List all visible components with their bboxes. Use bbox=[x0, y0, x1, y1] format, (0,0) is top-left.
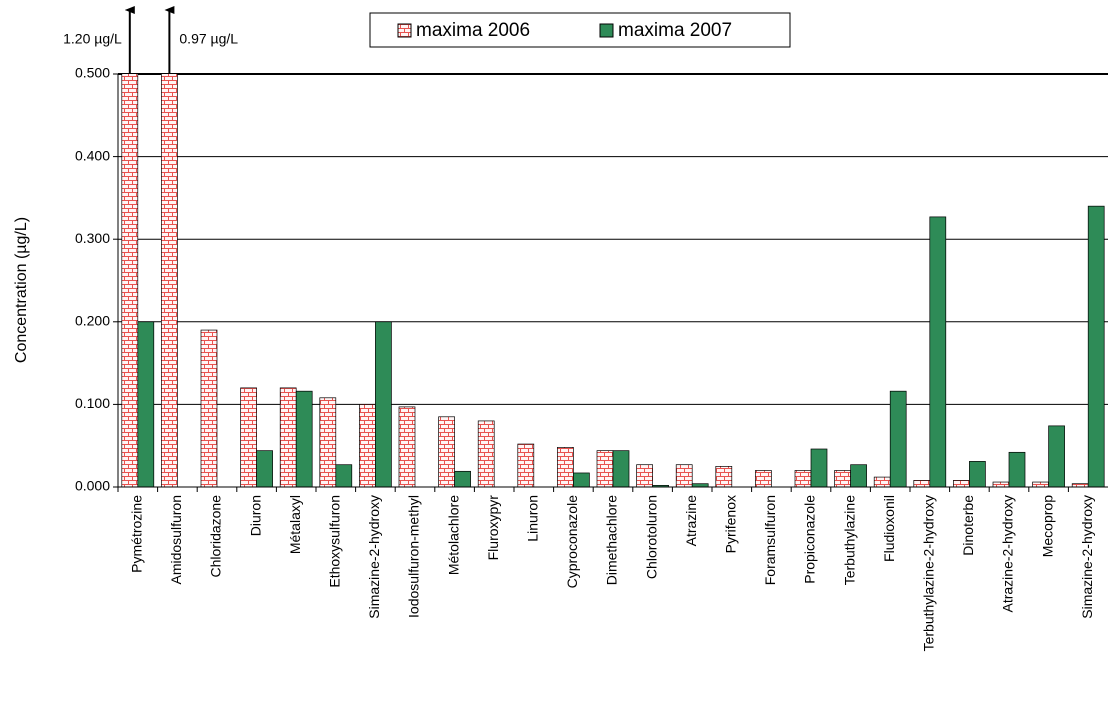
bar bbox=[929, 216, 947, 487]
bar bbox=[477, 420, 495, 487]
bar bbox=[295, 390, 313, 487]
x-tick-label: Diuron bbox=[247, 495, 263, 536]
x-tick-label: Dinoterbe bbox=[960, 495, 976, 556]
x-tick-label: Atrazine bbox=[683, 495, 699, 547]
legend-swatch bbox=[397, 23, 412, 38]
x-tick-label: Fluroxypyr bbox=[485, 495, 501, 561]
bar bbox=[557, 447, 574, 487]
bar bbox=[438, 416, 455, 487]
bar bbox=[889, 390, 907, 487]
x-tick-label: Mecoprop bbox=[1039, 495, 1055, 557]
bar bbox=[256, 450, 273, 487]
x-tick-label: Simazine-2-hydroxy bbox=[366, 495, 382, 619]
bar bbox=[240, 387, 257, 487]
bars bbox=[121, 74, 1105, 487]
bar bbox=[636, 464, 653, 487]
legend-label: maxima 2006 bbox=[416, 20, 530, 41]
value-label: 0.97 µg/L bbox=[179, 31, 238, 47]
x-tick-label: Cyproconazole bbox=[564, 495, 580, 589]
y-tick-label: 0.300 bbox=[75, 230, 110, 246]
bar bbox=[675, 464, 693, 487]
x-tick-label: Chlorotoluron bbox=[643, 495, 659, 579]
bar bbox=[137, 321, 155, 487]
bar bbox=[200, 329, 218, 487]
bar bbox=[755, 470, 772, 487]
y-axis-label: Concentration (µg/L) bbox=[13, 217, 30, 363]
bar bbox=[596, 450, 614, 487]
legend-label: maxima 2007 bbox=[618, 20, 732, 41]
x-tick-label: Pyrifenox bbox=[723, 495, 739, 553]
bar bbox=[375, 321, 392, 487]
bar bbox=[715, 466, 733, 487]
x-tick-label: Propiconazole bbox=[802, 495, 818, 584]
bar bbox=[319, 397, 337, 487]
bar bbox=[612, 450, 630, 487]
x-tick-label: Simazine-2-hydroxy bbox=[1079, 495, 1095, 619]
x-tick-label: Atrazine-2-hydroxy bbox=[1000, 495, 1016, 613]
y-tick-label: 0.200 bbox=[75, 313, 110, 329]
y-tick-label: 0.400 bbox=[75, 147, 110, 163]
bar bbox=[454, 470, 471, 487]
x-tick-label: Foramsulfuron bbox=[762, 495, 778, 585]
legend-swatch bbox=[599, 23, 614, 38]
bar bbox=[834, 470, 851, 487]
bar bbox=[992, 481, 1010, 487]
bar bbox=[794, 470, 812, 487]
bar bbox=[1008, 451, 1026, 487]
x-tick-label: Dimethachlore bbox=[604, 495, 620, 585]
bar bbox=[279, 387, 297, 487]
x-tick-label: Terbuthylazine bbox=[841, 495, 857, 585]
x-tick-label: Amidosulfuron bbox=[168, 495, 184, 585]
x-tick-label: Chloridazone bbox=[208, 495, 224, 578]
y-tick-label: 0.500 bbox=[75, 65, 110, 81]
y-tick-label: 0.100 bbox=[75, 395, 110, 411]
bar bbox=[573, 472, 590, 487]
value-label: 1.20 µg/L bbox=[63, 31, 122, 47]
bar bbox=[810, 448, 828, 487]
bar bbox=[1087, 205, 1105, 487]
bar bbox=[359, 404, 376, 487]
x-tick-label: Linuron bbox=[525, 495, 541, 542]
x-tick-label: Terbuthylazine-2-hydroxy bbox=[921, 495, 937, 651]
x-tick-label: Ethoxysulfuron bbox=[327, 495, 343, 588]
bar bbox=[691, 483, 709, 487]
x-tick-label: Fludioxonil bbox=[881, 495, 897, 562]
bar bbox=[873, 476, 891, 487]
x-tick-label: Métalaxyl bbox=[287, 495, 303, 554]
bar bbox=[398, 406, 416, 487]
x-tick-label: Pymétrozine bbox=[129, 495, 145, 573]
bar bbox=[1048, 425, 1065, 487]
bar bbox=[850, 464, 867, 487]
x-tick-label: Métolachlore bbox=[445, 495, 461, 575]
bar bbox=[913, 480, 931, 487]
legend-box bbox=[369, 12, 791, 48]
bar bbox=[517, 443, 535, 487]
bar bbox=[969, 461, 986, 487]
bar bbox=[953, 480, 970, 487]
y-tick-label: 0.000 bbox=[75, 478, 110, 494]
bar bbox=[121, 74, 139, 487]
x-tick-label: Iodosulfuron-methyl bbox=[406, 495, 422, 618]
bar bbox=[335, 464, 353, 487]
bar bbox=[1032, 481, 1049, 487]
